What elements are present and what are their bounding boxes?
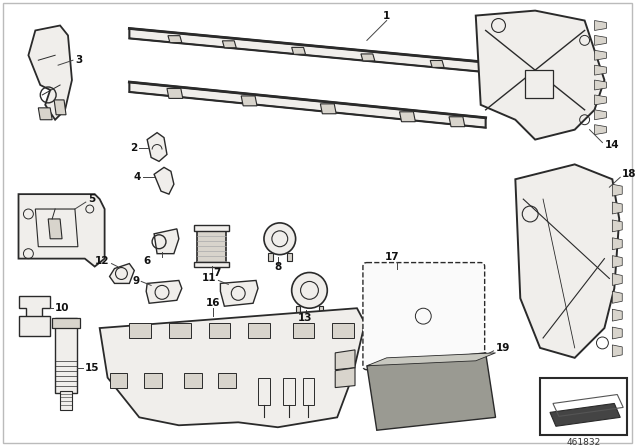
Polygon shape	[146, 280, 182, 303]
Polygon shape	[168, 36, 182, 43]
Polygon shape	[292, 323, 314, 338]
Text: 7: 7	[212, 268, 220, 279]
Polygon shape	[332, 323, 354, 338]
Polygon shape	[109, 263, 134, 284]
Polygon shape	[612, 238, 622, 250]
Text: 10: 10	[55, 303, 70, 313]
Text: 14: 14	[604, 139, 619, 150]
Polygon shape	[595, 65, 606, 75]
Polygon shape	[367, 353, 495, 430]
Bar	[55, 318, 77, 392]
FancyBboxPatch shape	[363, 263, 484, 370]
Polygon shape	[361, 54, 375, 61]
Polygon shape	[218, 373, 236, 388]
Polygon shape	[129, 29, 486, 72]
Text: 461832: 461832	[566, 438, 601, 447]
Polygon shape	[154, 229, 179, 254]
Polygon shape	[258, 378, 270, 405]
Polygon shape	[595, 80, 606, 90]
Polygon shape	[268, 253, 273, 261]
Polygon shape	[319, 306, 323, 316]
Polygon shape	[399, 112, 415, 122]
Polygon shape	[100, 308, 365, 427]
Polygon shape	[109, 373, 127, 388]
Polygon shape	[38, 108, 52, 120]
Polygon shape	[194, 225, 229, 231]
Polygon shape	[292, 47, 305, 54]
Polygon shape	[19, 296, 50, 318]
Bar	[60, 391, 72, 410]
Text: 16: 16	[206, 298, 221, 308]
Polygon shape	[129, 82, 486, 128]
Polygon shape	[612, 327, 622, 339]
Polygon shape	[367, 353, 495, 366]
Polygon shape	[241, 96, 257, 106]
Text: 3: 3	[75, 55, 82, 65]
Polygon shape	[550, 404, 620, 426]
Polygon shape	[194, 262, 229, 267]
Polygon shape	[321, 104, 336, 114]
Text: 6: 6	[143, 256, 151, 266]
Polygon shape	[48, 219, 62, 239]
Text: 8: 8	[274, 262, 282, 271]
Polygon shape	[612, 256, 622, 267]
Text: 18: 18	[622, 169, 637, 179]
Text: 9: 9	[132, 276, 140, 286]
Polygon shape	[287, 253, 292, 261]
Text: 17: 17	[384, 252, 399, 262]
Polygon shape	[147, 133, 167, 161]
Polygon shape	[595, 21, 606, 30]
Polygon shape	[222, 41, 236, 48]
Polygon shape	[595, 125, 606, 134]
Text: 1: 1	[383, 11, 390, 21]
Bar	[540, 378, 627, 435]
Polygon shape	[612, 273, 622, 285]
Polygon shape	[52, 318, 80, 328]
Polygon shape	[612, 309, 622, 321]
Bar	[525, 70, 553, 98]
Polygon shape	[476, 11, 604, 140]
Text: 4: 4	[134, 172, 141, 182]
Text: 13: 13	[298, 313, 313, 323]
Text: 19: 19	[495, 343, 510, 353]
Polygon shape	[335, 368, 355, 388]
Polygon shape	[595, 95, 606, 105]
Polygon shape	[296, 306, 300, 316]
Text: 11: 11	[202, 273, 216, 284]
Polygon shape	[28, 26, 72, 120]
Polygon shape	[167, 89, 183, 99]
Polygon shape	[612, 202, 622, 214]
Polygon shape	[449, 117, 465, 127]
Polygon shape	[612, 184, 622, 196]
Polygon shape	[209, 323, 230, 338]
Polygon shape	[595, 35, 606, 45]
Polygon shape	[612, 291, 622, 303]
Polygon shape	[612, 220, 622, 232]
Polygon shape	[19, 194, 104, 267]
Text: 15: 15	[85, 363, 99, 373]
Polygon shape	[169, 323, 191, 338]
Text: 12: 12	[95, 256, 109, 266]
Bar	[19, 316, 50, 336]
Polygon shape	[612, 345, 622, 357]
Circle shape	[292, 272, 327, 308]
Polygon shape	[196, 227, 227, 263]
Polygon shape	[144, 373, 162, 388]
Polygon shape	[154, 168, 174, 194]
Polygon shape	[54, 100, 66, 115]
Polygon shape	[283, 378, 294, 405]
Polygon shape	[595, 110, 606, 120]
Text: 5: 5	[88, 194, 95, 204]
Polygon shape	[430, 60, 444, 68]
Polygon shape	[248, 323, 270, 338]
Polygon shape	[184, 373, 202, 388]
Polygon shape	[595, 50, 606, 60]
Circle shape	[264, 223, 296, 254]
Text: 2: 2	[130, 142, 137, 152]
Polygon shape	[303, 378, 314, 405]
Polygon shape	[515, 164, 620, 358]
Polygon shape	[220, 280, 258, 306]
Polygon shape	[129, 323, 151, 338]
Polygon shape	[335, 350, 355, 370]
